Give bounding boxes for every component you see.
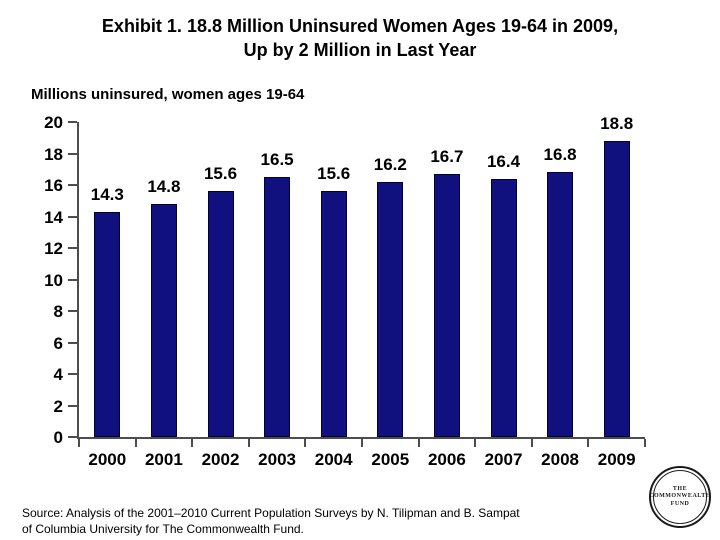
x-axis-label-2003: 2003: [258, 450, 296, 469]
y-axis-tick: [68, 373, 77, 375]
x-axis-label-2008: 2008: [541, 450, 579, 469]
y-axis-line: [77, 122, 79, 439]
y-axis-tick: [68, 152, 77, 155]
y-axis-tick: [68, 436, 77, 438]
bar-2000: [94, 211, 121, 437]
x-axis-label-2005: 2005: [371, 450, 410, 469]
bar-2001: [150, 203, 177, 437]
x-axis-tick: [191, 439, 194, 447]
chart-title-line2: Up by 2 Million in Last Year: [243, 40, 477, 60]
bar-value-label-2002: 15.6: [203, 164, 238, 184]
chart-title: Exhibit 1. 18.8 Million Uninsured Women …: [0, 14, 720, 62]
bar-value-label-2001: 14.8: [147, 176, 181, 196]
x-axis-tick: [304, 439, 307, 447]
commonwealth-fund-logo: THE COMMONWEALTH FUND: [649, 466, 711, 528]
y-axis-tick-label: 0: [53, 428, 63, 447]
x-axis-label-2007: 2007: [484, 450, 523, 469]
x-axis-tick: [417, 439, 420, 447]
y-axis-tick-label: 6: [53, 333, 63, 353]
chart-title-line1: Exhibit 1. 18.8 Million Uninsured Women …: [101, 16, 619, 36]
x-axis-label-2001: 2001: [144, 450, 183, 469]
bar-value-label-2005: 16.2: [373, 154, 407, 174]
y-axis-tick: [68, 341, 77, 344]
y-axis-tick-label: 12: [44, 239, 63, 258]
logo-text-the: THE: [672, 485, 688, 492]
x-axis-label-2000: 2000: [88, 450, 127, 469]
x-axis-tick: [530, 439, 533, 447]
y-axis-tick: [68, 404, 77, 407]
bar-2003: [264, 177, 291, 437]
bar-2006: [433, 173, 460, 437]
bar-value-label-2003: 16.5: [260, 150, 294, 170]
source-note: Source: Analysis of the 2001–2010 Curren…: [22, 505, 520, 537]
x-axis-label-2006: 2006: [427, 450, 466, 469]
commonwealth-fund-logo-inner-ring: THE COMMONWEALTH FUND: [649, 470, 710, 524]
x-axis-label-2002: 2002: [201, 450, 240, 469]
y-axis-tick: [68, 215, 77, 218]
y-axis-tick: [68, 121, 77, 123]
x-axis-tick: [474, 439, 477, 447]
logo-text-commonwealth: COMMONWEALTH: [649, 493, 711, 500]
y-axis-tick-label: 10: [44, 270, 63, 290]
logo-text-fund: FUND: [670, 500, 690, 507]
bar-value-label-2008: 16.8: [543, 145, 577, 165]
y-axis-tick: [68, 184, 77, 186]
x-axis-label-2009: 2009: [597, 450, 636, 469]
axis-unit-note: Millions uninsured, women ages 19-64: [31, 86, 305, 103]
x-axis-label-2004: 2004: [314, 450, 353, 469]
x-axis-tick: [644, 439, 646, 447]
y-axis-tick-label: 20: [44, 113, 63, 132]
y-axis-tick: [68, 247, 77, 249]
x-axis-tick: [78, 439, 80, 447]
y-axis-tick-label: 4: [53, 365, 63, 384]
y-axis-tick-label: 14: [44, 207, 63, 227]
source-note-line2: of Columbia University for The Commonwea…: [22, 522, 304, 536]
bar-value-label-2004: 15.6: [317, 164, 351, 184]
y-axis-tick-label: 8: [53, 302, 63, 321]
y-axis-tick-label: 16: [44, 176, 63, 195]
bar-value-label-2007: 16.4: [486, 151, 521, 171]
y-axis-tick: [68, 278, 77, 281]
x-axis-line: [77, 437, 645, 439]
y-axis-tick-label: 18: [44, 144, 63, 164]
bar-2002: [207, 191, 234, 437]
bar-2008: [547, 172, 574, 437]
bar-value-label-2009: 18.8: [600, 113, 634, 133]
y-axis-tick: [68, 310, 77, 312]
x-axis-tick: [134, 439, 137, 447]
x-axis-tick: [361, 439, 363, 447]
bar-2004: [320, 191, 347, 437]
bar-2007: [490, 178, 517, 437]
x-axis-tick: [587, 439, 590, 447]
y-axis-tick-label: 2: [53, 396, 63, 416]
bar-2009: [603, 140, 630, 437]
source-note-line1: Source: Analysis of the 2001–2010 Curren…: [22, 506, 520, 520]
bar-2005: [377, 181, 404, 437]
bar-value-label-2000: 14.3: [90, 184, 124, 204]
bar-value-label-2006: 16.7: [430, 146, 464, 166]
x-axis-tick: [247, 439, 250, 447]
